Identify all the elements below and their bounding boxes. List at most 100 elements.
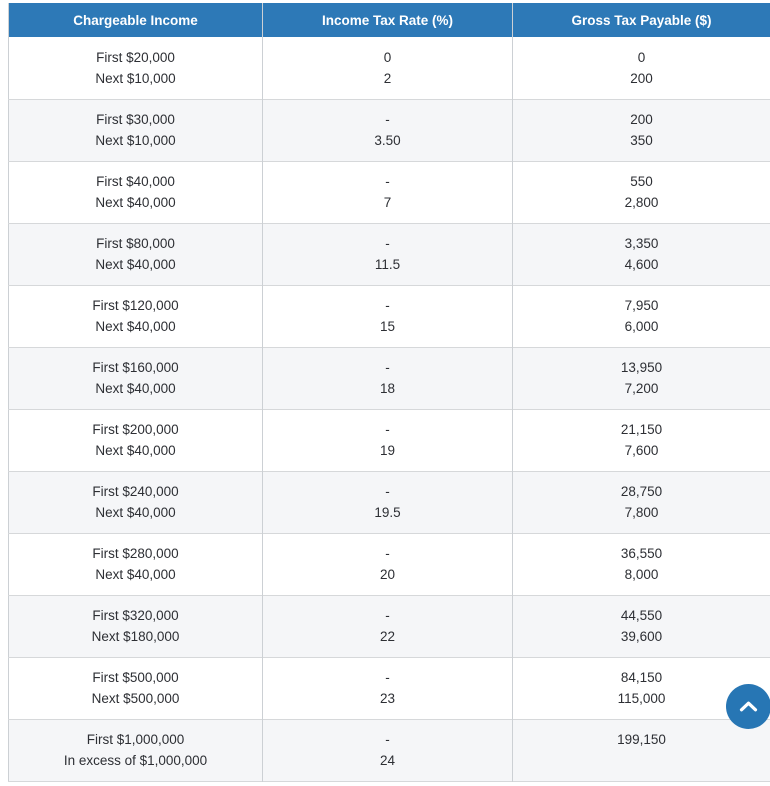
gross-tax-next: 115,000 (617, 691, 666, 706)
income-band-next: Next $40,000 (95, 381, 176, 396)
tax-rate-next: 19 (379, 443, 396, 458)
income-band-next: Next $10,000 (95, 133, 176, 148)
gross-tax-first: 7,950 (624, 298, 659, 313)
column-header-gross-tax-payable: Gross Tax Payable ($) (512, 3, 770, 37)
tax-rate-next: 7 (383, 195, 392, 210)
cell-chargeable-income: First $80,000 Next $40,000 (8, 222, 263, 285)
cell-income-tax-rate: - 19.5 (262, 470, 513, 533)
tax-rate-first: - (385, 670, 390, 685)
tax-rate-first: 0 (383, 49, 392, 65)
table-row: First $120,000 Next $40,000 - 15 7,950 6… (8, 284, 770, 347)
table-row: First $1,000,000 In excess of $1,000,000… (8, 718, 770, 781)
tax-rate-table: Chargeable Income Income Tax Rate (%) Gr… (8, 3, 770, 782)
tax-rate-first: - (385, 608, 390, 623)
cell-chargeable-income: First $320,000 Next $180,000 (8, 594, 263, 657)
gross-tax-next: 39,600 (620, 629, 663, 644)
cell-gross-tax-payable: 13,950 7,200 (512, 346, 770, 409)
tax-rate-first: - (385, 422, 390, 437)
table-row: First $30,000 Next $10,000 - 3.50 200 35… (8, 98, 770, 161)
tax-rate-first: - (385, 484, 390, 499)
table-row: First $280,000 Next $40,000 - 20 36,550 … (8, 532, 770, 595)
cell-chargeable-income: First $160,000 Next $40,000 (8, 346, 263, 409)
cell-income-tax-rate: - 15 (262, 284, 513, 347)
cell-income-tax-rate: - 20 (262, 532, 513, 595)
cell-income-tax-rate: - 23 (262, 656, 513, 719)
tax-rate-first: - (385, 236, 390, 251)
gross-tax-next: 350 (630, 133, 653, 148)
tax-rate-next: 18 (379, 381, 396, 396)
tax-rate-first: - (385, 112, 390, 127)
cell-chargeable-income: First $1,000,000 In excess of $1,000,000 (8, 718, 263, 781)
gross-tax-next: 7,800 (624, 505, 659, 520)
gross-tax-next: 2,800 (624, 195, 659, 210)
cell-income-tax-rate: - 22 (262, 594, 513, 657)
tax-rate-next: 20 (379, 567, 396, 582)
gross-tax-first: 84,150 (620, 670, 663, 685)
income-band-first: First $160,000 (92, 360, 179, 375)
column-header-chargeable-income: Chargeable Income (8, 3, 263, 37)
gross-tax-first: 550 (630, 174, 653, 189)
income-band-first: First $320,000 (92, 608, 179, 623)
scroll-to-top-button[interactable] (726, 684, 770, 729)
tax-rate-next: 19.5 (374, 505, 401, 520)
income-band-next: In excess of $1,000,000 (63, 753, 208, 768)
cell-income-tax-rate: - 7 (262, 160, 513, 223)
gross-tax-next: 200 (630, 70, 653, 86)
cell-chargeable-income: First $30,000 Next $10,000 (8, 98, 263, 161)
tax-rate-next: 23 (379, 691, 396, 706)
table-row: First $240,000 Next $40,000 - 19.5 28,75… (8, 470, 770, 533)
cell-gross-tax-payable: 3,350 4,600 (512, 222, 770, 285)
income-band-next: Next $500,000 (91, 691, 180, 706)
cell-gross-tax-payable: 28,750 7,800 (512, 470, 770, 533)
cell-income-tax-rate: - 18 (262, 346, 513, 409)
cell-income-tax-rate: 0 2 (262, 37, 513, 99)
table-row: First $160,000 Next $40,000 - 18 13,950 … (8, 346, 770, 409)
tax-rate-next: 15 (379, 319, 396, 334)
cell-chargeable-income: First $280,000 Next $40,000 (8, 532, 263, 595)
income-band-next: Next $180,000 (91, 629, 180, 644)
cell-income-tax-rate: - 24 (262, 718, 513, 781)
gross-tax-first: 44,550 (620, 608, 663, 623)
income-band-next: Next $10,000 (95, 70, 176, 86)
income-band-first: First $200,000 (92, 422, 179, 437)
table-row: First $40,000 Next $40,000 - 7 550 2,800 (8, 160, 770, 223)
income-band-first: First $80,000 (96, 236, 175, 251)
tax-rate-next: 11.5 (374, 257, 401, 272)
cell-chargeable-income: First $500,000 Next $500,000 (8, 656, 263, 719)
income-band-next: Next $40,000 (95, 319, 176, 334)
income-band-first: First $30,000 (96, 112, 175, 127)
cell-chargeable-income: First $120,000 Next $40,000 (8, 284, 263, 347)
tax-rate-next: 2 (383, 70, 392, 86)
income-band-first: First $1,000,000 (86, 732, 185, 747)
gross-tax-next (519, 750, 764, 771)
cell-income-tax-rate: - 19 (262, 408, 513, 471)
cell-gross-tax-payable: 44,550 39,600 (512, 594, 770, 657)
table-row: First $80,000 Next $40,000 - 11.5 3,350 … (8, 222, 770, 285)
gross-tax-next: 4,600 (624, 257, 659, 272)
gross-tax-next: 6,000 (624, 319, 659, 334)
cell-income-tax-rate: - 11.5 (262, 222, 513, 285)
table-row: First $200,000 Next $40,000 - 19 21,150 … (8, 408, 770, 471)
income-band-first: First $20,000 (96, 49, 175, 65)
gross-tax-first: 199,150 (617, 732, 666, 747)
table-row: First $320,000 Next $180,000 - 22 44,550… (8, 594, 770, 657)
income-band-next: Next $40,000 (95, 195, 176, 210)
tax-rate-table-container: Chargeable Income Income Tax Rate (%) Gr… (8, 3, 770, 782)
cell-chargeable-income: First $40,000 Next $40,000 (8, 160, 263, 223)
income-band-next: Next $40,000 (95, 505, 176, 520)
cell-chargeable-income: First $200,000 Next $40,000 (8, 408, 263, 471)
income-band-first: First $280,000 (92, 546, 179, 561)
gross-tax-next: 7,600 (624, 443, 659, 458)
cell-gross-tax-payable: 21,150 7,600 (512, 408, 770, 471)
table-header-row: Chargeable Income Income Tax Rate (%) Gr… (8, 3, 770, 37)
income-band-next: Next $40,000 (95, 443, 176, 458)
table-row: First $500,000 Next $500,000 - 23 84,150… (8, 656, 770, 719)
tax-rate-next: 24 (379, 753, 396, 768)
income-band-next: Next $40,000 (95, 567, 176, 582)
cell-gross-tax-payable: 200 350 (512, 98, 770, 161)
income-band-first: First $240,000 (92, 484, 179, 499)
gross-tax-first: 28,750 (620, 484, 663, 499)
cell-gross-tax-payable: 199,150 (512, 718, 770, 781)
tax-rate-first: - (385, 298, 390, 313)
cell-gross-tax-payable: 36,550 8,000 (512, 532, 770, 595)
